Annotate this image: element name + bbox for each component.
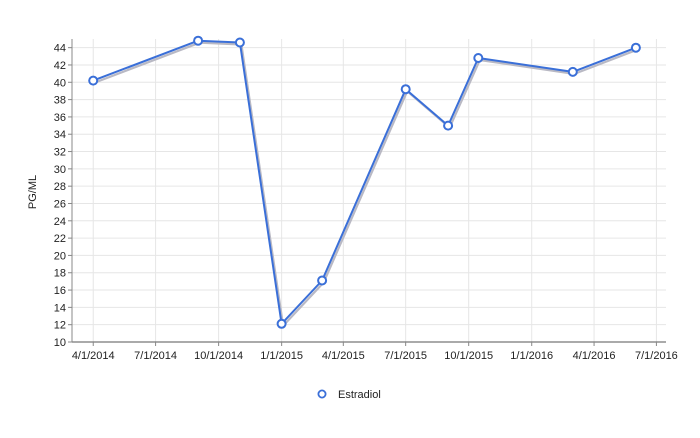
y-tick-label: 12: [54, 320, 66, 332]
y-tick-label: 26: [54, 198, 66, 210]
y-tick-label: 16: [54, 285, 66, 297]
y-tick-label: 44: [54, 43, 66, 55]
y-tick-label: 40: [54, 77, 66, 89]
y-axis-title: PG/ML: [27, 175, 39, 209]
data-point[interactable]: [276, 318, 287, 329]
series-line: [92, 39, 637, 325]
legend[interactable]: Estradiol: [317, 389, 381, 401]
y-tick-label: 30: [54, 164, 66, 176]
x-tick-label: 4/1/2016: [573, 350, 616, 362]
data-point[interactable]: [443, 120, 454, 131]
x-axis-ticks: 4/1/2014 7/1/2014 10/1/2014 1/1/2015 4/1/201…: [72, 342, 678, 362]
y-tick-label: 14: [54, 302, 66, 314]
series-shadow: [94, 41, 638, 327]
x-tick-label: 7/1/2014: [134, 350, 177, 362]
x-tick-label: 1/1/2016: [510, 350, 553, 362]
data-point[interactable]: [88, 75, 99, 86]
x-tick-label: 7/1/2016: [635, 350, 678, 362]
y-tick-label: 18: [54, 268, 66, 280]
x-tick-label: 10/1/2014: [194, 350, 243, 362]
axes: [71, 39, 666, 343]
y-axis-ticks: 10 12 14 16 18 20 22 24 26 28 30 32 34 36 38 40 42 44: [54, 43, 72, 349]
y-tick-label: 24: [54, 216, 66, 228]
legend-marker: [317, 389, 327, 399]
gridlines: [72, 39, 666, 343]
series-estradiol: [88, 35, 641, 329]
data-point[interactable]: [234, 37, 245, 48]
x-tick-label: 7/1/2015: [384, 350, 427, 362]
data-point[interactable]: [400, 84, 411, 95]
x-tick-label: 4/1/2015: [322, 350, 365, 362]
y-tick-label: 32: [54, 147, 66, 159]
y-tick-label: 34: [54, 129, 66, 141]
data-point[interactable]: [193, 35, 204, 46]
y-tick-label: 10: [54, 337, 66, 349]
data-point[interactable]: [473, 53, 484, 63]
x-tick-label: 4/1/2014: [72, 350, 115, 362]
x-tick-label: 1/1/2015: [260, 350, 303, 362]
y-tick-label: 28: [54, 181, 66, 193]
data-point[interactable]: [630, 42, 641, 53]
data-point[interactable]: [317, 275, 328, 286]
y-tick-label: 38: [54, 95, 66, 107]
legend-label: Estradiol: [338, 389, 381, 401]
data-point[interactable]: [567, 66, 578, 77]
y-tick-label: 36: [54, 112, 66, 124]
x-tick-label: 10/1/2015: [444, 350, 493, 362]
y-tick-label: 22: [54, 233, 66, 245]
y-tick-label: 42: [54, 60, 66, 72]
y-tick-label: 20: [54, 250, 66, 262]
